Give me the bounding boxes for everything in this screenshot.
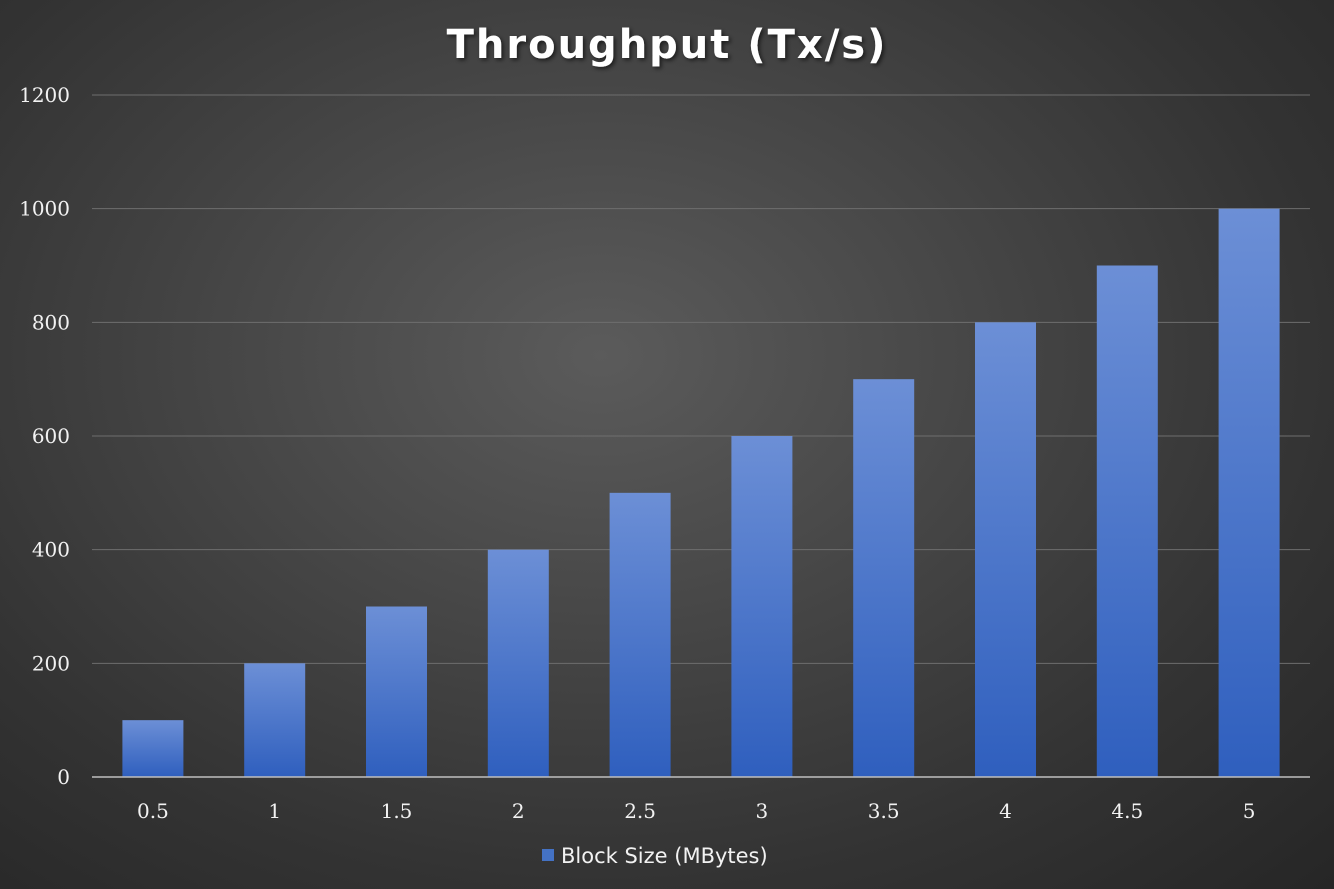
y-tick-label: 600 [32,424,70,448]
x-tick-label: 5 [1243,799,1256,823]
x-tick-label: 4 [999,799,1012,823]
bar [609,492,671,777]
y-tick-label: 800 [32,310,70,334]
x-tick-label: 2.5 [624,799,656,823]
legend: Block Size (MBytes) [542,844,768,868]
bar [244,663,306,777]
y-tick-label: 1200 [19,83,70,107]
legend-swatch [542,849,554,861]
y-tick-label: 200 [32,651,70,675]
bar [1096,265,1158,777]
x-tick-label: 0.5 [137,799,169,823]
x-tick-label: 2 [512,799,525,823]
bar [1218,208,1280,777]
x-tick-label: 1.5 [381,799,413,823]
bar [853,379,915,777]
x-tick-label: 4.5 [1111,799,1143,823]
x-tick-label: 3 [756,799,769,823]
y-tick-label: 0 [57,765,70,789]
bar [731,436,793,777]
x-tick-label: 3.5 [868,799,900,823]
y-tick-label: 400 [32,538,70,562]
bar [975,322,1036,777]
bars [122,208,1280,777]
y-tick-label: 1000 [19,197,70,221]
bar [487,549,549,777]
bar [366,606,427,777]
legend-label: Block Size (MBytes) [561,844,768,868]
x-axis-ticks: 0.5 1 1.5 2 2.5 3 3.5 4 4.5 5 [137,799,1255,823]
bar [122,720,184,777]
y-axis-ticks: 0 200 400 600 800 1000 1200 [19,83,70,789]
x-tick-label: 1 [268,799,281,823]
chart-title: Throughput (Tx/s) [447,22,888,68]
